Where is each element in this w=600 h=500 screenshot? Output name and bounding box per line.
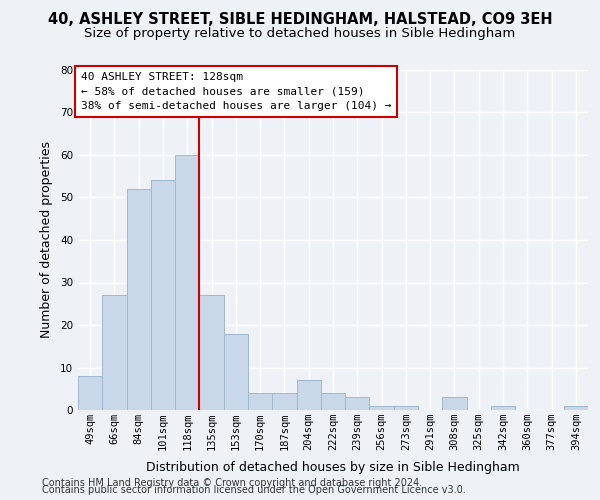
Bar bbox=[224, 334, 248, 410]
Bar bbox=[442, 397, 467, 410]
Text: Contains public sector information licensed under the Open Government Licence v3: Contains public sector information licen… bbox=[42, 485, 466, 495]
Bar bbox=[175, 155, 199, 410]
X-axis label: Distribution of detached houses by size in Sible Hedingham: Distribution of detached houses by size … bbox=[146, 462, 520, 474]
Bar bbox=[78, 376, 102, 410]
Text: Size of property relative to detached houses in Sible Hedingham: Size of property relative to detached ho… bbox=[85, 28, 515, 40]
Bar bbox=[321, 393, 345, 410]
Text: Contains HM Land Registry data © Crown copyright and database right 2024.: Contains HM Land Registry data © Crown c… bbox=[42, 478, 422, 488]
Bar bbox=[394, 406, 418, 410]
Bar bbox=[151, 180, 175, 410]
Bar bbox=[296, 380, 321, 410]
Bar bbox=[248, 393, 272, 410]
Text: 40, ASHLEY STREET, SIBLE HEDINGHAM, HALSTEAD, CO9 3EH: 40, ASHLEY STREET, SIBLE HEDINGHAM, HALS… bbox=[47, 12, 553, 28]
Bar bbox=[199, 295, 224, 410]
Bar bbox=[564, 406, 588, 410]
Bar bbox=[345, 397, 370, 410]
Bar bbox=[102, 295, 127, 410]
Text: 40 ASHLEY STREET: 128sqm
← 58% of detached houses are smaller (159)
38% of semi-: 40 ASHLEY STREET: 128sqm ← 58% of detach… bbox=[80, 72, 391, 112]
Bar bbox=[370, 406, 394, 410]
Bar bbox=[491, 406, 515, 410]
Bar bbox=[272, 393, 296, 410]
Bar bbox=[127, 189, 151, 410]
Y-axis label: Number of detached properties: Number of detached properties bbox=[40, 142, 53, 338]
